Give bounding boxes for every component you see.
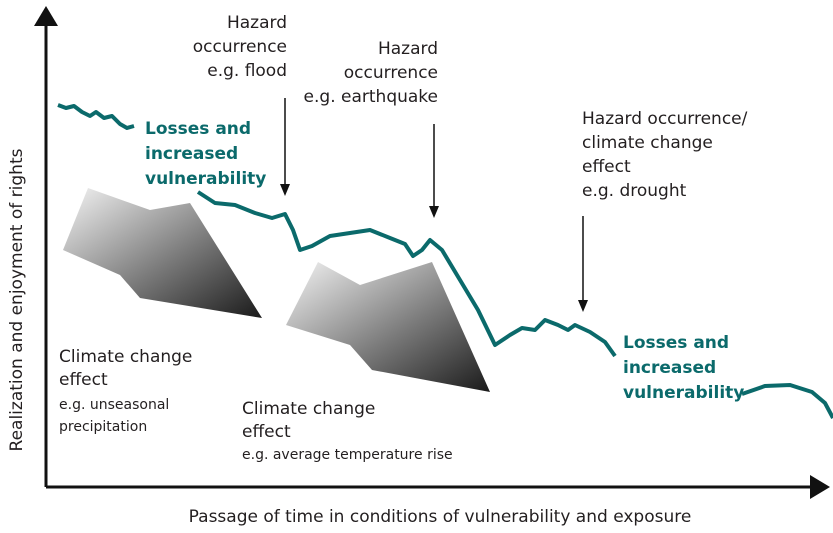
- climate-label: Climate change: [59, 347, 192, 367]
- climate-arrow: [63, 188, 262, 318]
- hazard-label: Hazard: [227, 13, 287, 33]
- climate-label: Climate change: [242, 399, 375, 419]
- climate-example: e.g. unseasonal: [59, 397, 169, 413]
- hazard-label: Hazard: [378, 39, 438, 59]
- hazard-arrowhead: [578, 300, 588, 312]
- hazard-label: Hazard occurrence/: [582, 109, 748, 129]
- losses-label: vulnerability: [623, 383, 744, 403]
- hazard-label: e.g. flood: [207, 61, 287, 81]
- x-axis-arrow: [810, 475, 830, 499]
- losses-label: vulnerability: [145, 169, 266, 189]
- losses-label: increased: [623, 358, 716, 378]
- y-axis-label: Realization and enjoyment of rights: [7, 148, 27, 451]
- hazard-label: effect: [582, 157, 631, 177]
- climate-arrow: [286, 262, 490, 392]
- trend-line: [196, 190, 617, 358]
- hazard-label: e.g. drought: [582, 181, 687, 201]
- losses-label: Losses and: [623, 333, 729, 353]
- losses-label: Losses and: [145, 119, 251, 139]
- hazard-label: e.g. earthquake: [304, 87, 438, 107]
- hazard-label: climate change: [582, 133, 713, 153]
- losses-label: increased: [145, 144, 238, 164]
- hazard-arrowhead: [429, 206, 439, 218]
- hazard-label: occurrence: [344, 63, 438, 83]
- climate-example: precipitation: [59, 419, 147, 435]
- hazard-label: occurrence: [193, 37, 287, 57]
- x-axis-label: Passage of time in conditions of vulnera…: [189, 507, 692, 527]
- hazard-arrowhead: [280, 184, 290, 196]
- trend-line: [57, 103, 135, 130]
- y-axis-arrow: [34, 6, 58, 26]
- climate-label: effect: [242, 422, 291, 442]
- trend-line: [741, 382, 833, 419]
- climate-example: e.g. average temperature rise: [242, 447, 453, 463]
- climate-label: effect: [59, 370, 108, 390]
